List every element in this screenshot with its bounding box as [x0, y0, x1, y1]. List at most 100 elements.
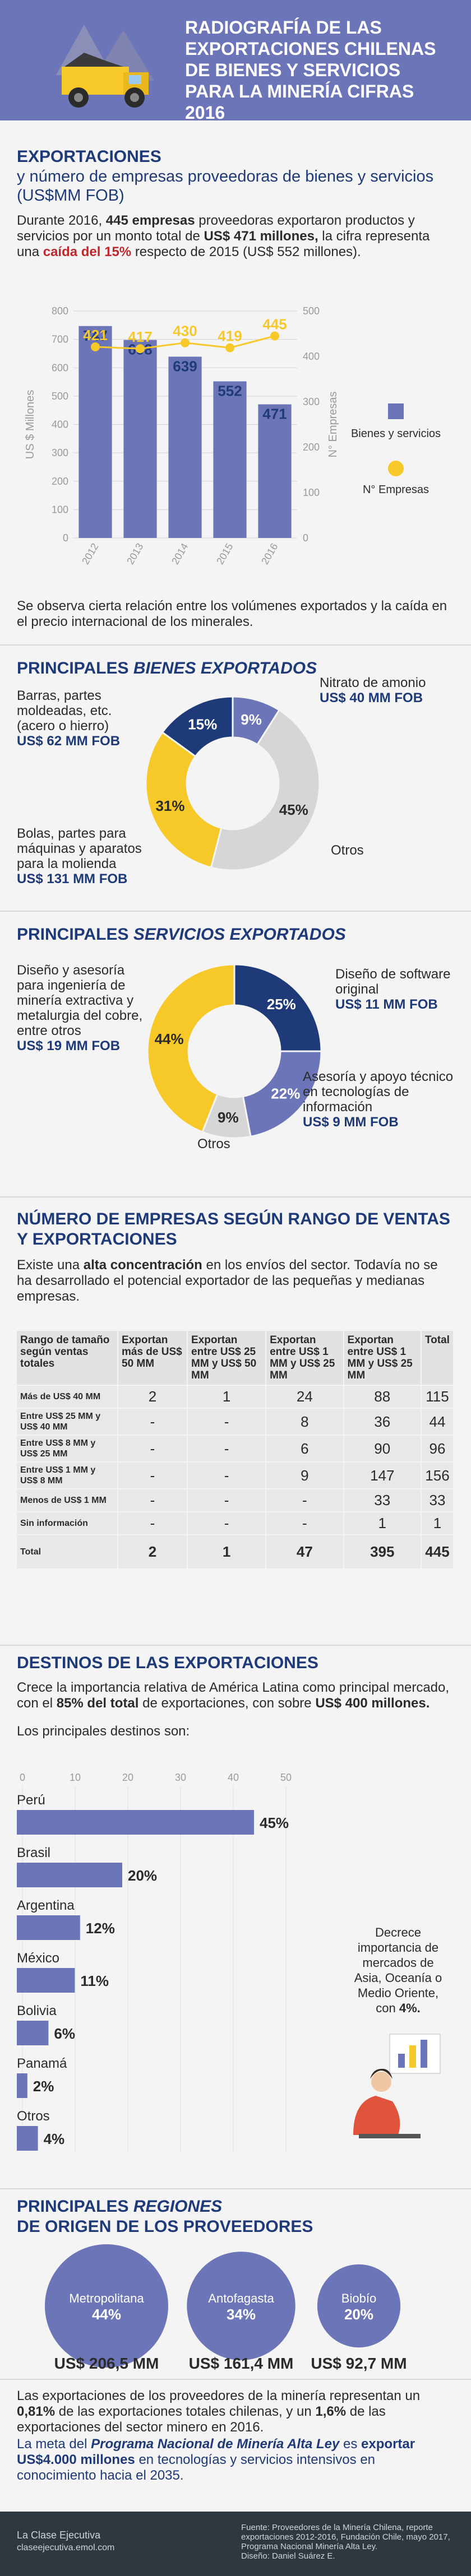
line-value-label: 419: [218, 328, 242, 345]
row-label-cell: Menos de US$ 1 MM: [17, 1488, 118, 1512]
column-header: Exportan más de US$ 50 MM: [118, 1331, 188, 1385]
table-header-row: Rango de tamaño según ventas totales Expo…: [17, 1331, 455, 1385]
exports-title: Exportaciones: [17, 147, 161, 166]
services-label-software: Diseño de software original US$ 11 MM FOB: [335, 967, 451, 1012]
bar-value-label: 639: [173, 358, 197, 375]
table-cell: -: [118, 1408, 188, 1435]
y-tick-label: 0: [63, 532, 68, 544]
x-tick-label: 40: [228, 1772, 239, 1783]
divider: [0, 2188, 471, 2189]
donut-slice: [146, 963, 236, 1134]
table-row: Entre US$ 1 MM y US$ 8 MM - -9 147 156: [17, 1461, 455, 1489]
table-cell: 1: [187, 1385, 267, 1408]
table-cell: -: [187, 1461, 267, 1489]
y-tick-label: 200: [52, 476, 68, 487]
category-label: México: [17, 1951, 59, 1966]
regions-title: Principales regiones de origen de los pr…: [17, 2197, 313, 2236]
bar: [78, 326, 112, 538]
table-row: Más de US$ 40 MM 2 1 24 88 115: [17, 1385, 455, 1408]
y2-tick-label: 100: [303, 487, 320, 498]
region-bubble: [187, 2252, 295, 2360]
table-cell: 96: [421, 1435, 455, 1462]
footer-source: Fuente: Proveedores de la Minería Chilen…: [241, 2523, 450, 2561]
goal-paragraph: La meta del Programa Nacional de Minería…: [17, 2436, 415, 2483]
region-percent: 34%: [227, 2306, 256, 2323]
category-label: Bolivia: [17, 2003, 57, 2018]
table-row: Total 2 1 47 395 445: [17, 1534, 455, 1568]
services-label-it-support: Asesoría y apoyo técnico en tecnologías …: [303, 1069, 454, 1130]
table-cell: 1: [343, 1511, 422, 1535]
y-tick-label: 700: [52, 334, 68, 345]
ranges-paragraph: Existe una alta concentración en los env…: [17, 1257, 438, 1304]
services-title: Principales servicios exportados: [17, 925, 346, 944]
destinations-title: Destinos de las exportaciones: [17, 1654, 318, 1672]
bar-value-label: 20%: [128, 1867, 157, 1884]
table-cell: 44: [421, 1408, 455, 1435]
line-point: [181, 338, 190, 347]
legend-swatch: [388, 461, 404, 476]
donut-slice: [233, 963, 322, 1052]
region-name: Biobío: [341, 2291, 376, 2305]
row-label-cell: Entre US$ 25 MM y US$ 40 MM: [17, 1408, 118, 1435]
slice-percent-label: 45%: [279, 801, 308, 818]
exports-note: Se observa cierta relación entre los vol…: [17, 598, 447, 629]
services-donut-chart: 25% 22% 9% 44%: [146, 963, 322, 1139]
donut-slice: [161, 695, 234, 758]
x-tick-label: 2014: [169, 541, 190, 566]
bar: [17, 1863, 122, 1887]
goods-label-bars: Barras, partes moldeadas, etc. (acero o …: [17, 688, 121, 749]
bar: [17, 2021, 49, 2045]
donut-slice: [210, 709, 321, 871]
slice-percent-label: 9%: [241, 711, 262, 728]
table-cell: -: [187, 1488, 267, 1512]
table-cell: 6: [266, 1435, 344, 1462]
table-row: Entre US$ 8 MM y US$ 25 MM - -6 90 96: [17, 1435, 455, 1462]
table-cell: 90: [343, 1435, 422, 1462]
exports-section: Exportaciones y número de empresas prove…: [17, 147, 454, 260]
bar: [17, 2126, 38, 2151]
row-label-cell: Entre US$ 8 MM y US$ 25 MM: [17, 1435, 118, 1462]
bar: [17, 2073, 27, 2098]
goods-donut-chart: 9% 45% 31% 15%: [145, 695, 321, 871]
region-name: Metropolitana: [69, 2291, 144, 2305]
table-cell: 33: [421, 1488, 455, 1512]
y2-tick-label: 0: [303, 532, 308, 544]
divider: [0, 911, 471, 912]
mining-truck-icon: [56, 25, 154, 108]
region-amount: US$ 161,4 MM: [189, 2355, 294, 2372]
y2-axis-label: N° Empresas: [327, 391, 339, 457]
ranges-table: Rango de tamaño según ventas totales Expo…: [17, 1331, 455, 1568]
table-cell: 2: [118, 1385, 188, 1408]
table-cell: -: [187, 1511, 267, 1535]
y-tick-label: 100: [52, 504, 68, 515]
exports-combo-chart: 0 100 200 300 400 500 600 700 800 0 100 200 300 400 50…: [24, 305, 441, 566]
bar-value-label: 2%: [33, 2078, 54, 2095]
region-percent: 44%: [92, 2306, 121, 2323]
ranges-section: Número de empresas según rango de ventas…: [17, 1209, 454, 1305]
y-tick-label: 400: [52, 419, 68, 430]
category-label: Brasil: [17, 1845, 50, 1860]
services-label-other: Otros: [197, 1136, 230, 1152]
bar: [168, 356, 202, 538]
table-cell: 9: [266, 1461, 344, 1489]
region-percent: 20%: [344, 2306, 373, 2323]
line-point: [270, 331, 279, 341]
destinations-section: Destinos de las exportaciones Crece la i…: [17, 1653, 454, 1739]
table-cell: 445: [421, 1534, 455, 1568]
y2-tick-label: 300: [303, 396, 320, 407]
column-header: Rango de tamaño según ventas totales: [17, 1331, 118, 1385]
bar: [17, 1810, 254, 1835]
asia-note: Decrece importancia de mercados de Asia,…: [354, 1925, 442, 2015]
legend-swatch: [388, 403, 404, 419]
header-banner: Radiografía de las exportaciones chilena…: [0, 0, 471, 123]
bar-value-label: 552: [218, 383, 242, 400]
x-tick-label: 0: [20, 1772, 25, 1783]
divider: [0, 2379, 471, 2380]
category-label: Perú: [17, 1793, 45, 1808]
y2-tick-label: 400: [303, 351, 320, 362]
table-row: Menos de US$ 1 MM - - -33 33: [17, 1488, 455, 1512]
region-amount: US$ 206,5 MM: [54, 2355, 159, 2372]
bar-value-label: 471: [262, 406, 287, 423]
line-point: [91, 342, 100, 351]
